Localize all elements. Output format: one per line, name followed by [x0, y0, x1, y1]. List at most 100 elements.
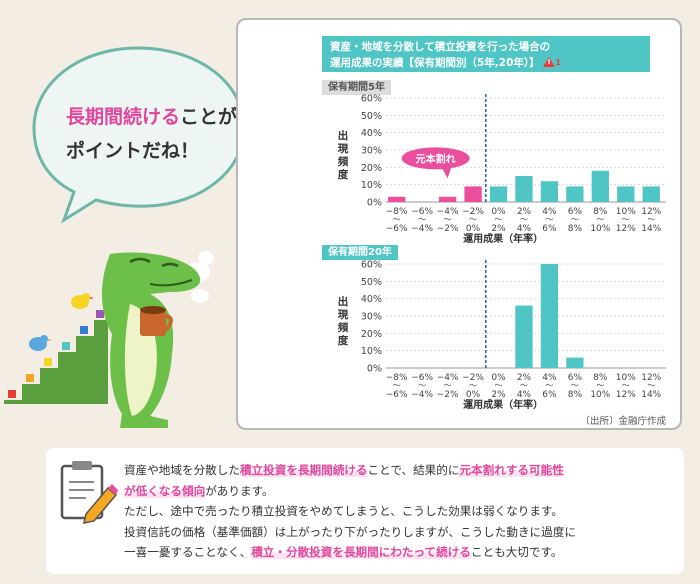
chart1-x-tick-tilde: 〜: [647, 215, 655, 224]
chart1-x-tick-tilde: 〜: [520, 215, 528, 224]
chart1-annotation-badge: [401, 147, 470, 170]
chart2-x-tick-label-top: −2%: [462, 373, 484, 383]
chart2-y-tick-label: 30%: [361, 312, 382, 323]
note-text: があります。: [205, 483, 274, 498]
chart1-x-tick-label-top: −2%: [462, 207, 484, 217]
chart1-bar: [642, 186, 660, 202]
note-text: 資産や地域を分散した: [124, 463, 240, 477]
note-text: 一喜一憂することなく、: [124, 545, 252, 559]
source-note: 〔出所〕金融庁作成: [580, 416, 666, 427]
bubble-line1-pink: 長期間続ける: [66, 106, 181, 128]
chart1-bar: [566, 186, 584, 202]
chart1-x-tick-label-top: −4%: [437, 207, 459, 217]
chart2-title: 保有期間20年: [322, 245, 398, 260]
chart2-y-tick-label: 50%: [361, 277, 382, 288]
chart1-x-tick-label-bottom: −2%: [437, 224, 459, 234]
chart2-x-tick-label-bottom: −2%: [437, 390, 459, 400]
coffee-mug-icon: [140, 306, 173, 336]
chart1-y-tick-label: 10%: [361, 180, 382, 191]
chart2-x-tick-tilde: 〜: [444, 381, 452, 390]
chart2-y-tick-label: 40%: [361, 294, 382, 305]
chart1-x-tick-label-top: 12%: [641, 207, 661, 217]
chart2-y-tick-label: 20%: [361, 329, 382, 340]
chart2-x-tick-label-bottom: 14%: [641, 390, 661, 400]
chart1-bar: [464, 186, 482, 202]
chart2-x-tick-label-bottom: 2%: [491, 390, 506, 400]
chart2-x-tick-tilde: 〜: [495, 381, 503, 390]
chart2-x-axis-label: 運用成果（年率）: [463, 398, 543, 411]
chart2-x-tick-label-bottom: 10%: [590, 390, 610, 400]
note-text: ただし、途中で売ったり積立投資をやめてしまうと、こうした効果は弱くなります。: [124, 504, 563, 518]
chart1-x-tick-label-bottom: 12%: [616, 224, 636, 234]
chart2-x-tick-label-top: −8%: [386, 373, 408, 383]
chart2-y-tick-label: 60%: [361, 260, 382, 271]
chart1-x-tick-label-top: 2%: [517, 207, 532, 217]
chart2-x-tick-label-top: −4%: [437, 373, 459, 383]
bubble-line1-rest: ことが: [180, 106, 238, 128]
chart1-x-tick-label-top: −6%: [411, 207, 433, 217]
chart2-x-tick-label-top: 4%: [542, 373, 557, 383]
warning-footnote-number: 1: [555, 58, 561, 67]
chart1-bar: [489, 186, 508, 202]
title-line-2: 運用成果の実績【保有期間別（5年,20年）】: [330, 57, 540, 69]
chart1-x-tick-label-bottom: 4%: [517, 224, 532, 234]
explanation-text: 資産や地域を分散した積立投資を長期間続けることで、結果的に元本割れする可能性 が…: [124, 460, 680, 563]
chart2-x-tick-label-bottom: 8%: [568, 390, 583, 400]
chart1-bar: [438, 196, 457, 202]
chart1-x-tick-tilde: 〜: [622, 215, 630, 224]
clipboard-pencil-icon: [60, 461, 118, 524]
chart2-x-tick-tilde: 〜: [393, 381, 401, 390]
chart2-x-tick-tilde: 〜: [596, 381, 604, 390]
chart-panel: 資産・地域を分散して積立投資を行った場合の 運用成果の実績【保有期間別（5年,2…: [236, 18, 682, 430]
note-highlight: 元本割れする可能性: [459, 463, 564, 477]
chart1-x-tick-label-bottom: 14%: [641, 224, 661, 234]
chart2-x-tick-label-top: 10%: [616, 373, 636, 383]
chart2-x-tick-label-bottom: −4%: [411, 390, 433, 400]
note-text: 投資信託の価格（基準価額）は上がったり下がったりしますが、こうした動きに過度に: [124, 524, 576, 539]
chart1-bar: [515, 176, 533, 202]
chart1-annotation-pointer: [441, 166, 452, 179]
warning-icon: !: [543, 57, 556, 67]
chart1-x-tick-label-top: 4%: [542, 207, 557, 217]
chart1-x-tick-tilde: 〜: [571, 215, 579, 224]
chart-panel-title: 資産・地域を分散して積立投資を行った場合の 運用成果の実績【保有期間別（5年,2…: [322, 36, 650, 72]
bird-blue-icon: [29, 335, 52, 351]
bird-yellow-icon: [71, 293, 94, 309]
chart2-x-tick-label-bottom: 6%: [542, 390, 557, 400]
chart2-bar: [540, 264, 559, 368]
crocodile-mascot-illustration: [4, 251, 214, 428]
chart1-bar: [591, 170, 609, 202]
chart2-x-tick-tilde: 〜: [571, 381, 579, 390]
chart2-y-tick-label: 0%: [367, 364, 382, 375]
chart2-x-tick-tilde: 〜: [622, 381, 630, 390]
chart2-x-tick-tilde: 〜: [418, 381, 426, 390]
title-line-1: 資産・地域を分散して積立投資を行った場合の: [330, 41, 551, 53]
chart1-x-tick-label-bottom: 10%: [590, 224, 610, 234]
chart1-x-tick-tilde: 〜: [596, 215, 604, 224]
chart1-y-tick-label: 60%: [361, 94, 382, 105]
chart2-x-tick-tilde: 〜: [545, 381, 553, 390]
chart1-ylabel: 出現頻度: [337, 130, 349, 181]
chart1-x-tick-tilde: 〜: [545, 215, 553, 224]
chart1-x-tick-tilde: 〜: [495, 215, 503, 224]
chart1-y-tick-label: 50%: [361, 111, 382, 122]
chart1-x-tick-label-bottom: 0%: [466, 224, 481, 234]
chart2-x-tick-label-bottom: 12%: [616, 390, 636, 400]
chart2-ylabel: 出現頻度: [337, 296, 349, 347]
note-text: ことで、結果的に: [367, 463, 460, 477]
chart1-x-tick-label-top: 10%: [616, 207, 636, 217]
chart2-x-tick-tilde: 〜: [469, 381, 477, 390]
note-highlight: 積立・分散投資を長期間にわたって続ける: [251, 545, 471, 559]
chart2-x-tick-tilde: 〜: [647, 381, 655, 390]
chart1-x-tick-tilde: 〜: [393, 215, 401, 224]
chart2-x-tick-label-top: 2%: [517, 373, 532, 383]
chart1-x-tick-tilde: 〜: [418, 215, 426, 224]
chart1-x-tick-label-bottom: 8%: [568, 224, 583, 234]
chart2-x-tick-label-bottom: −6%: [386, 390, 408, 400]
chart2-holding-20yr: 0%10%20%30%40%50%60%−8%〜−6%−6%〜−4%−4%〜−2…: [361, 260, 666, 411]
chart1-x-axis-label: 運用成果（年率）: [463, 232, 543, 245]
note-highlight: が低くなる傾向: [124, 483, 206, 498]
chart2-y-tick-label: 10%: [361, 346, 382, 357]
chart2-x-tick-label-top: −6%: [411, 373, 433, 383]
chart2-x-tick-label-bottom: 4%: [517, 390, 532, 400]
